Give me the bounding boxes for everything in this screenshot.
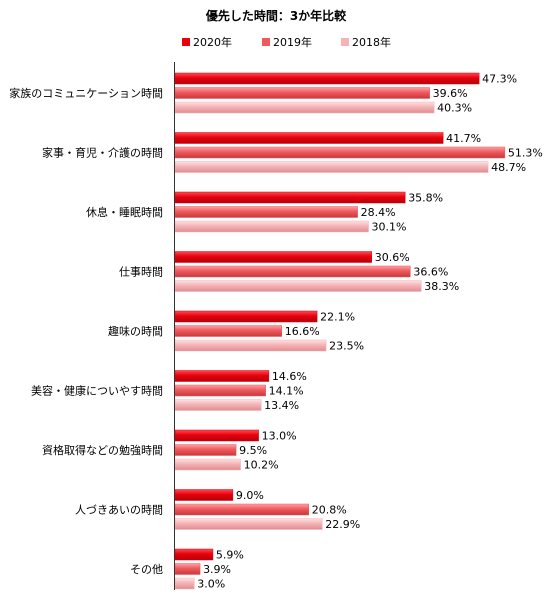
value-label-1-2: 48.7% [491,161,526,174]
value-label-7-1: 20.8% [312,504,347,517]
value-label-1-1: 51.3% [508,147,543,160]
bar-0-0 [174,72,480,85]
bar-8-2 [174,577,195,590]
category-label-1: 家事・育児・介護の時間 [42,146,163,160]
bar-1-1 [174,146,506,159]
bar-7-0 [174,489,234,501]
value-label-0-0: 47.3% [482,73,517,86]
category-label-3: 仕事時間 [119,266,163,279]
bar-3-2 [174,280,422,292]
bar-4-0 [174,310,318,323]
value-label-6-1: 9.5% [239,444,267,457]
bar-1-2 [174,161,489,173]
bar-3-1 [174,265,411,278]
value-labels: 47.3% 39.6% 40.3% 41.7% 51.3%48.7% 35.8% 28.4%… [197,73,543,591]
value-label-4-0: 22.1% [320,311,355,324]
value-label-8-2: 3.0% [197,578,225,591]
value-label-5-2: 13.4% [264,399,299,412]
bar-1-0 [174,132,444,144]
value-label-2-1: 28.4% [361,206,396,219]
bar-5-1 [174,384,266,397]
bar-7-1 [174,503,309,516]
value-label-0-1: 39.6% [433,87,468,100]
bar-4-1 [174,325,282,337]
value-label-6-2: 10.2% [244,459,279,472]
legend-label-2: 2018年 [352,35,391,49]
category-label-0: 家族のコミュニケーション時間 [9,86,163,100]
value-label-0-2: 40.3% [437,102,472,115]
bar-6-0 [174,429,259,442]
bar-8-0 [174,548,214,561]
legend-swatch-1 [262,38,270,46]
bar-6-1 [174,444,237,456]
value-label-5-1: 14.1% [269,385,304,398]
value-label-2-2: 30.1% [372,221,407,234]
value-label-3-0: 30.6% [375,251,410,264]
bar-4-2 [174,339,327,352]
category-label-5: 美容・健康についやす時間 [31,384,163,398]
category-labels: 家族のコミュニケーション時間家事・育児・介護の時間休息・睡眠時間仕事時間趣味の時… [9,86,163,576]
category-label-2: 休息・睡眠時間 [86,205,163,219]
category-label-4: 趣味の時間 [108,324,163,338]
value-label-4-1: 16.6% [285,325,320,338]
chart-title: 優先した時間：3か年比較 [205,8,347,23]
bar-3-0 [174,251,373,263]
bar-5-0 [174,370,270,382]
bar-5-2 [174,399,262,411]
category-label-6: 資格取得などの勉強時間 [42,443,163,457]
value-label-6-0: 13.0% [262,430,297,443]
category-label-8: その他 [130,563,163,576]
bars [174,72,506,590]
legend: 2020年 2019年 2018年 [182,35,391,49]
value-label-7-0: 9.0% [236,489,264,502]
legend-label-0: 2020年 [193,35,232,49]
value-label-5-0: 14.6% [272,370,307,383]
value-label-1-0: 41.7% [446,132,481,145]
category-label-7: 人づきあいの時間 [75,504,163,517]
bar-2-2 [174,220,369,233]
bar-8-1 [174,563,201,575]
legend-label-1: 2019年 [273,35,312,49]
value-label-8-0: 5.9% [216,549,244,562]
value-label-3-1: 36.6% [413,266,448,279]
value-label-8-1: 3.9% [203,563,231,576]
legend-swatch-2 [341,38,349,46]
value-label-4-2: 23.5% [329,340,364,353]
bar-2-1 [174,206,358,218]
bar-6-2 [174,458,241,471]
value-label-3-2: 38.3% [424,280,459,293]
bar-2-0 [174,191,406,204]
value-label-2-0: 35.8% [408,192,443,205]
legend-swatch-0 [182,38,190,46]
bar-0-1 [174,87,430,99]
value-label-7-2: 22.9% [325,518,360,531]
bar-7-2 [174,518,323,530]
bar-0-2 [174,101,435,114]
